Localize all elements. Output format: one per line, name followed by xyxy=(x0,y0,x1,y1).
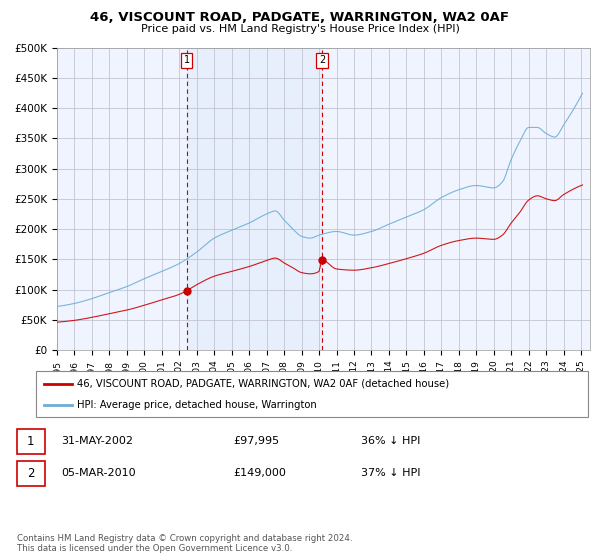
Text: £97,995: £97,995 xyxy=(233,436,279,446)
Bar xyxy=(187,48,322,350)
Text: 05-MAR-2010: 05-MAR-2010 xyxy=(61,468,136,478)
Text: 1: 1 xyxy=(27,435,34,448)
Text: 31-MAY-2002: 31-MAY-2002 xyxy=(61,436,133,446)
Text: 46, VISCOUNT ROAD, PADGATE, WARRINGTON, WA2 0AF (detached house): 46, VISCOUNT ROAD, PADGATE, WARRINGTON, … xyxy=(77,379,449,389)
Text: 37% ↓ HPI: 37% ↓ HPI xyxy=(361,468,421,478)
FancyBboxPatch shape xyxy=(36,371,588,417)
FancyBboxPatch shape xyxy=(17,460,44,486)
Text: 1: 1 xyxy=(184,55,190,65)
Text: 36% ↓ HPI: 36% ↓ HPI xyxy=(361,436,421,446)
Text: Contains HM Land Registry data © Crown copyright and database right 2024.
This d: Contains HM Land Registry data © Crown c… xyxy=(17,534,352,553)
Text: 2: 2 xyxy=(319,55,325,65)
Text: 46, VISCOUNT ROAD, PADGATE, WARRINGTON, WA2 0AF: 46, VISCOUNT ROAD, PADGATE, WARRINGTON, … xyxy=(91,11,509,24)
Text: HPI: Average price, detached house, Warrington: HPI: Average price, detached house, Warr… xyxy=(77,400,317,410)
FancyBboxPatch shape xyxy=(17,429,44,454)
Text: £149,000: £149,000 xyxy=(233,468,286,478)
Text: Price paid vs. HM Land Registry's House Price Index (HPI): Price paid vs. HM Land Registry's House … xyxy=(140,24,460,34)
Text: 2: 2 xyxy=(27,466,34,480)
